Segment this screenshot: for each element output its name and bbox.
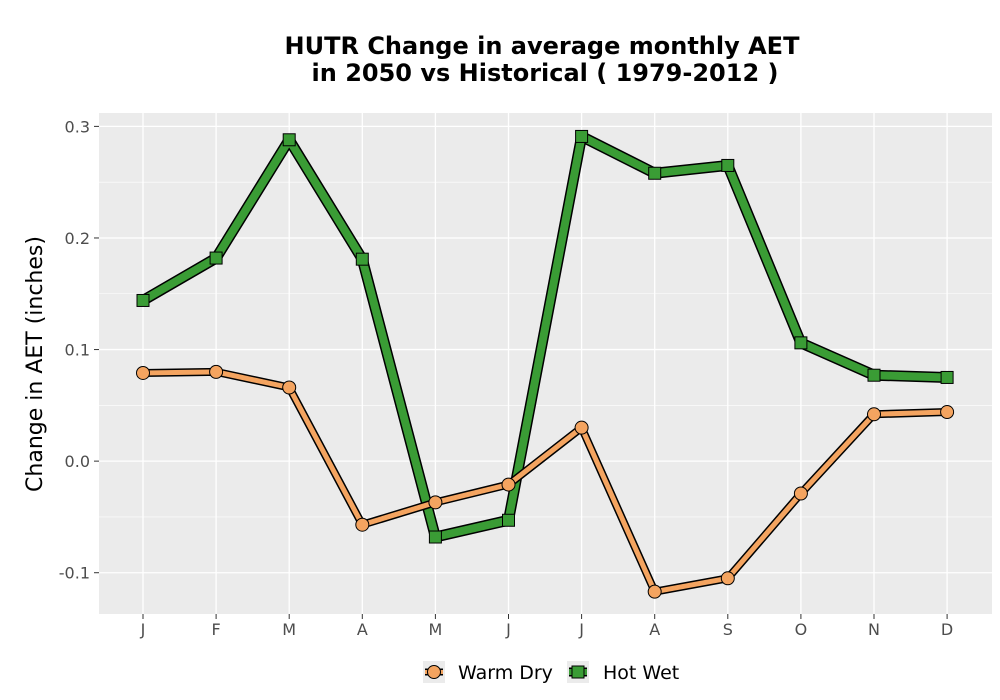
data-point-warm-dry [282, 380, 297, 395]
y-tick-label: 0.0 [65, 452, 90, 471]
data-point-warm-dry [867, 407, 881, 422]
legend-item-hot-wet: Hot Wet [567, 661, 679, 684]
data-point-warm-dry [501, 477, 516, 492]
y-tick-label: 0.2 [65, 229, 90, 248]
series-warm-dry [136, 364, 955, 599]
legend-item-warm-dry: Warm Dry [423, 661, 553, 684]
x-tick-label: S [723, 620, 733, 639]
x-tick-label: N [868, 620, 880, 639]
x-tick-label: A [357, 620, 368, 639]
x-tick-label: O [795, 620, 808, 639]
chart-title-line-1: HUTR Change in average monthly AET [285, 32, 801, 60]
chart-title-line-2: in 2050 vs Historical ( 1979-2012 ) [312, 59, 779, 87]
x-tick-label: A [649, 620, 660, 639]
legend-square-marker [571, 665, 585, 679]
data-point-hot-wet [794, 336, 808, 350]
x-tick-label: M [428, 620, 442, 639]
data-point-hot-wet [575, 129, 589, 143]
data-point-hot-wet [428, 530, 442, 544]
data-point-hot-wet [136, 293, 150, 307]
y-tick-label: -0.1 [59, 564, 90, 583]
x-tick-label: J [140, 620, 146, 639]
data-point-hot-wet [940, 370, 954, 384]
y-tick-label: 0.3 [65, 117, 90, 136]
legend-label: Hot Wet [603, 662, 679, 684]
y-axis-label: Change in AET (inches) [23, 236, 48, 492]
series-line [139, 132, 952, 542]
y-tick-label: 0.1 [65, 341, 90, 360]
legend-label: Warm Dry [458, 662, 553, 684]
x-tick-label: D [941, 620, 953, 639]
data-point-warm-dry [574, 420, 589, 435]
series-line [140, 369, 950, 595]
legend: Warm Dry Hot Wet [423, 661, 679, 684]
data-point-warm-dry [793, 486, 808, 501]
x-tick-label: F [211, 620, 220, 639]
data-point-warm-dry [647, 584, 662, 599]
gridlines [99, 113, 992, 614]
data-point-hot-wet [209, 251, 223, 265]
series-hot-wet [136, 129, 954, 544]
data-point-hot-wet [867, 368, 881, 382]
data-point-hot-wet [282, 133, 296, 147]
data-point-warm-dry [355, 517, 370, 532]
data-point-warm-dry [209, 364, 224, 379]
x-tick-label: J [505, 620, 511, 639]
data-point-hot-wet [721, 158, 735, 172]
data-point-warm-dry [428, 495, 443, 510]
data-point-warm-dry [136, 365, 150, 380]
data-point-hot-wet [502, 513, 515, 527]
data-point-hot-wet [355, 252, 369, 266]
data-point-warm-dry [720, 571, 735, 586]
x-tick-label: M [282, 620, 296, 639]
x-tick-label: J [578, 620, 584, 639]
y-axis-ticks: -0.1 0.0 0.1 0.2 0.3 [59, 117, 99, 583]
chart-title: HUTR Change in average monthly AET in 20… [285, 32, 801, 87]
legend-circle-marker [427, 665, 441, 679]
series-layer [136, 129, 955, 599]
data-point-hot-wet [648, 166, 662, 180]
data-point-warm-dry [940, 405, 955, 420]
